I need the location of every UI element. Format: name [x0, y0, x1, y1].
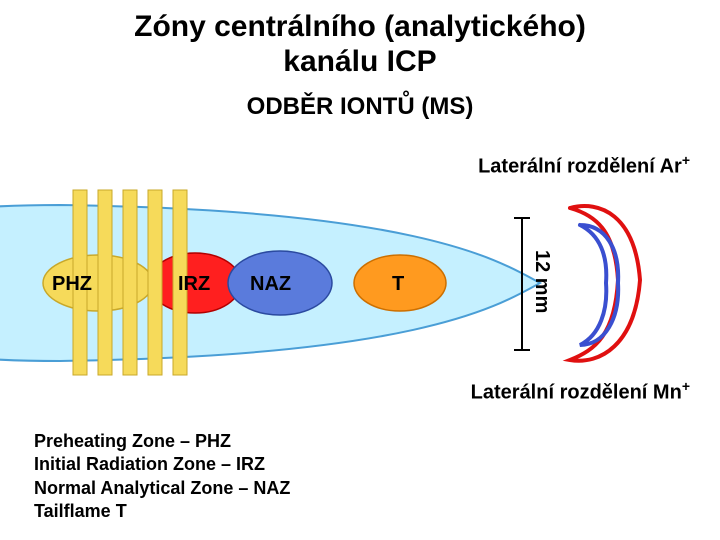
legend-line: Normal Analytical Zone – NAZ: [34, 477, 290, 500]
zone-label-t: T: [392, 273, 404, 295]
legend-line: Tailflame T: [34, 500, 290, 523]
zone-label-naz: NAZ: [250, 273, 291, 295]
bar: [98, 190, 112, 375]
bar: [148, 190, 162, 375]
legend: Preheating Zone – PHZ Initial Radiation …: [34, 430, 290, 524]
curve-mn: [580, 225, 618, 345]
legend-line: Initial Radiation Zone – IRZ: [34, 453, 290, 476]
scale-label: 12 mm: [530, 250, 553, 313]
zone-label-irz: IRZ: [178, 273, 210, 295]
bar: [123, 190, 137, 375]
legend-line: Preheating Zone – PHZ: [34, 430, 290, 453]
zone-label-phz: PHZ: [52, 273, 92, 295]
